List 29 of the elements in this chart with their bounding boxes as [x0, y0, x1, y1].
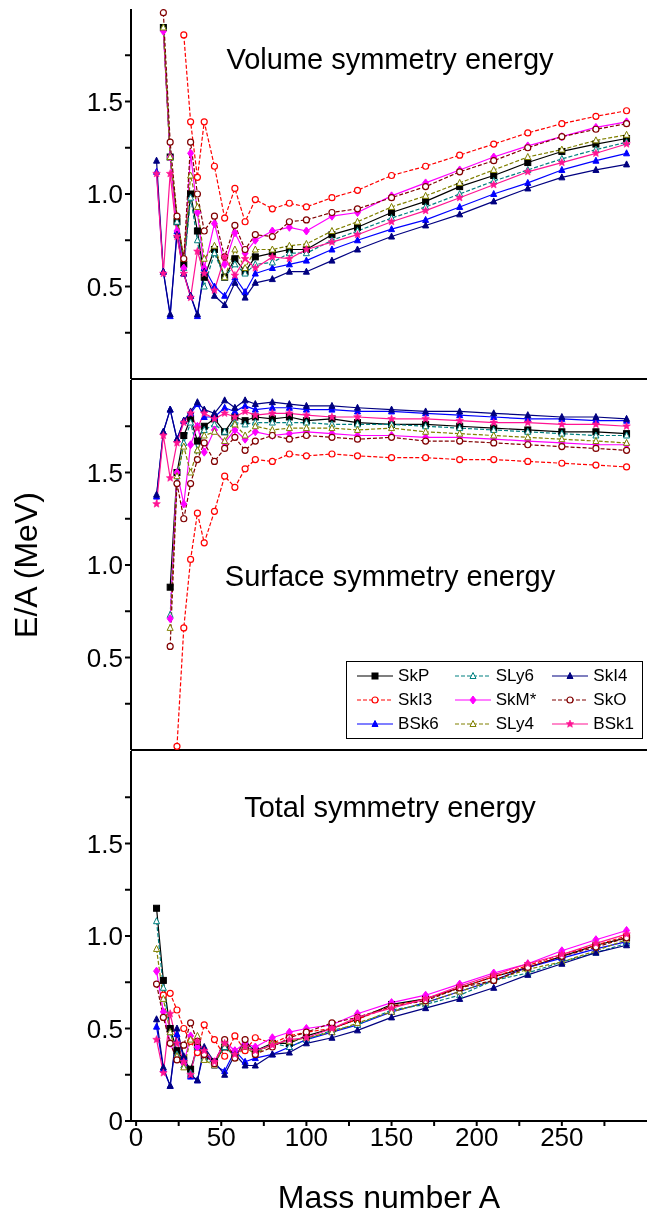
y-tick-label: 0.5	[86, 271, 123, 302]
legend-label: SLy6	[495, 666, 534, 686]
text: Total symmetry energy	[243, 791, 537, 824]
y-tick-label: 1.0	[86, 550, 123, 581]
x-tick-label: 0	[128, 1122, 144, 1153]
legend-label: SkI4	[593, 666, 628, 686]
x-tick-label: 250	[540, 1122, 584, 1153]
x-tick-label: 50	[206, 1122, 236, 1153]
x-tick-label: 100	[284, 1122, 329, 1153]
legend-label: SkP	[398, 666, 430, 686]
x-tick-label: 200	[455, 1122, 499, 1153]
y-tick-label: 0.5	[86, 642, 123, 673]
y-axis-title: E/A (MeV)	[8, 492, 45, 638]
text: Surface symmetry energy	[223, 560, 557, 593]
y-tick-label: 1.5	[86, 457, 123, 488]
x-axis-title: Mass number A	[277, 1179, 501, 1215]
y-tick-label: 0.5	[86, 1013, 123, 1044]
y-tick-label: 1.5	[86, 828, 123, 859]
legend-label: SLy4	[495, 714, 534, 734]
legend-label: BSk6	[398, 714, 439, 734]
x-tick-label: 150	[369, 1122, 414, 1153]
legend-label: SkO	[593, 690, 627, 710]
y-tick-label: 1.5	[86, 86, 123, 117]
y-tick-label: 1.0	[86, 921, 123, 952]
legend-label: BSk1	[593, 714, 634, 734]
text: Volume symmetry energy	[225, 43, 555, 76]
legend-label: SkM*	[495, 690, 537, 710]
y-tick-label: 1.0	[86, 179, 123, 210]
legend-label: SkI3	[398, 690, 433, 710]
